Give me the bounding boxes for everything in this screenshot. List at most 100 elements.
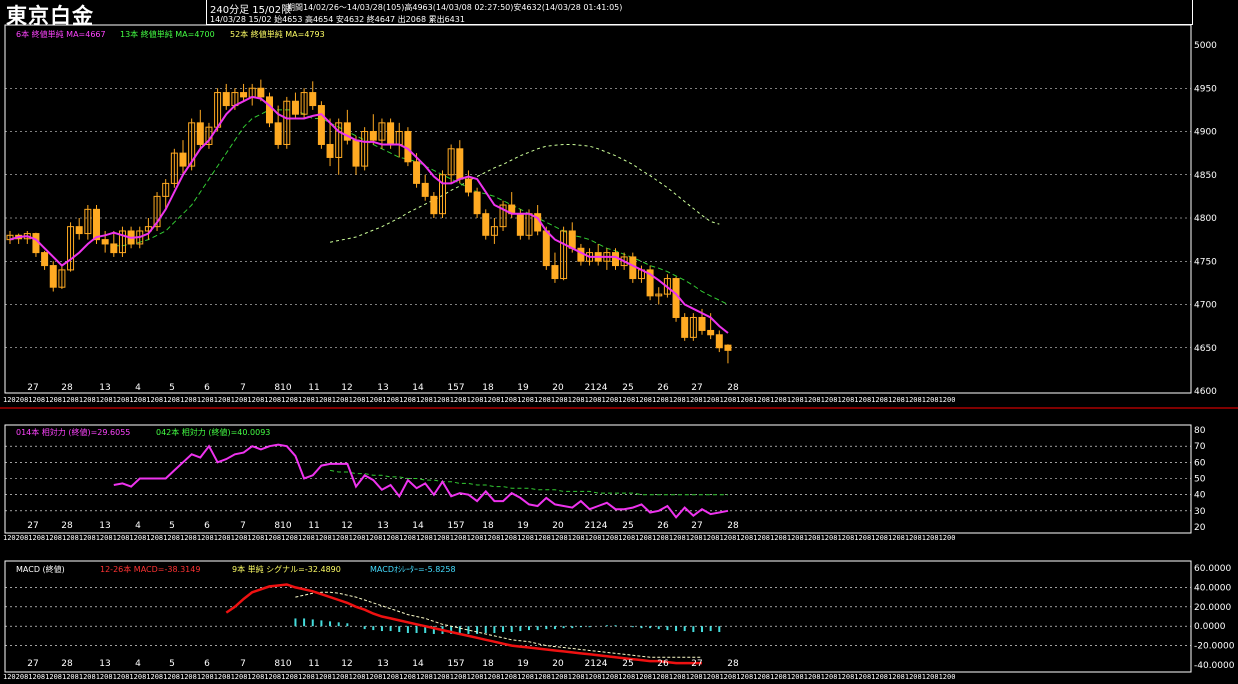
macd-tick-label: 0.0000	[1194, 622, 1226, 632]
macd-x-label: 28	[61, 659, 73, 669]
macd-x-label: 19	[517, 659, 529, 669]
macd-x-label: 12	[341, 659, 352, 669]
legend-ma6: 6本 終値単純 MA=4667	[16, 30, 106, 39]
candle-body-down	[715, 334, 723, 349]
price-tick-label: 4750	[1194, 257, 1217, 267]
candle-body-down	[482, 213, 490, 236]
candle-body-down	[240, 92, 248, 98]
candle-body-down	[369, 131, 377, 141]
macd-x-label: 7	[240, 659, 246, 669]
price-x-label: 4	[135, 383, 141, 393]
rsi-tick-label: 60	[1194, 458, 1206, 468]
ma13-line	[113, 109, 729, 305]
rsi-panel-frame	[4, 424, 1192, 534]
candle-body-down	[266, 96, 273, 124]
macd-x-label: 14	[412, 659, 424, 669]
candle-body-down	[317, 105, 325, 145]
candle-body-up	[490, 226, 498, 236]
rsi-tick-label: 40	[1194, 491, 1206, 501]
macd-x-label: 157	[447, 659, 464, 669]
candle-body-down	[516, 213, 524, 236]
candle-body-up	[188, 122, 196, 167]
candle-body-down	[724, 344, 732, 351]
candle-body-up	[335, 122, 343, 158]
candle-body-up	[499, 204, 507, 228]
candle-body-down	[421, 182, 429, 197]
candle-body-down	[456, 148, 464, 180]
macd-x-label: 18	[482, 659, 494, 669]
period-summary: 期間14/02/26～14/03/28(105)高4963(14/03/08 0…	[287, 3, 623, 12]
rsi-x-label: 5	[169, 521, 175, 531]
rsi-x-label: 13	[377, 521, 388, 531]
rsi-x-label: 11	[308, 521, 319, 531]
price-tick-label: 4900	[1194, 128, 1217, 138]
macd-tick-label: -20.0000	[1194, 642, 1235, 652]
candle-body-up	[67, 226, 75, 271]
rsi-tick-label: 30	[1194, 507, 1206, 517]
rsi-x-label: 28	[61, 521, 73, 531]
candle-body-down	[257, 87, 265, 98]
candle-body-down	[430, 195, 438, 215]
macd-x-label: 5	[169, 659, 175, 669]
legend-macd-title: MACD (終値)	[16, 565, 65, 574]
rsi-tick-label: 50	[1194, 475, 1206, 485]
candle-body-down	[274, 122, 282, 145]
candle-body-down	[49, 265, 57, 288]
macd-tick-label: 60.0000	[1194, 564, 1231, 574]
macd-x-label: 26	[657, 659, 669, 669]
macd-x-label: 6	[204, 659, 210, 669]
candle-body-up	[663, 278, 671, 295]
candle-body-up	[689, 316, 697, 338]
macd-x-label: 4	[135, 659, 141, 669]
price-tick-label: 4600	[1194, 387, 1217, 397]
price-panel-frame	[4, 24, 1192, 394]
macd-x-label: 28	[727, 659, 739, 669]
candle-body-down	[698, 316, 706, 331]
candle-body-up	[560, 230, 568, 280]
price-tick-label: 4700	[1194, 301, 1217, 311]
candle-body-down	[681, 316, 689, 338]
rsi-x-label: 19	[517, 521, 529, 531]
rsi-x-label: 6	[204, 521, 210, 531]
candle-body-down	[309, 92, 317, 107]
rsi-x-strip: 1202081208120812081208120812081208120812…	[3, 534, 955, 542]
candle-body-down	[41, 252, 49, 267]
candle-body-down	[93, 208, 100, 241]
price-tick-label: 4950	[1194, 84, 1217, 94]
rsi-x-label: 157	[447, 521, 464, 531]
rsi-x-label: 2124	[585, 521, 608, 531]
price-x-label: 25	[622, 383, 633, 393]
candle-body-up	[162, 182, 170, 197]
macd-tick-label: -40.0000	[1194, 661, 1235, 671]
rsi-x-label: 18	[482, 521, 494, 531]
candle-body-down	[551, 265, 559, 280]
price-tick-label: 4850	[1194, 171, 1217, 181]
price-x-label: 19	[517, 383, 529, 393]
macd-x-label: 25	[622, 659, 633, 669]
rsi-tick-label: 70	[1194, 442, 1206, 452]
candle-body-up	[118, 230, 126, 254]
candle-body-up	[300, 92, 308, 115]
candle-body-up	[84, 208, 92, 235]
rsi-x-label: 7	[240, 521, 246, 531]
macd-x-label: 13	[377, 659, 388, 669]
candle-body-down	[577, 247, 585, 262]
candle-body-down	[352, 139, 360, 167]
macd-x-label: 27	[691, 659, 702, 669]
rsi-x-label: 13	[99, 521, 110, 531]
candle-body-down	[179, 152, 187, 167]
price-tick-label: 4650	[1194, 344, 1217, 354]
price-x-label: 2124	[585, 383, 608, 393]
candle-body-up	[170, 152, 178, 184]
candle-body-up	[153, 195, 161, 228]
candle-body-down	[326, 143, 334, 158]
rsi-x-label: 810	[274, 521, 291, 531]
candle-body-down	[473, 191, 481, 215]
macd-x-label: 2124	[585, 659, 608, 669]
macd-x-label: 20	[552, 659, 564, 669]
rsi-x-label: 14	[412, 521, 424, 531]
price-x-label: 13	[99, 383, 110, 393]
candle-body-down	[568, 230, 576, 249]
last-bar-ohlc: 14/03/28 15/02 始4653 高4654 安4632 終4647 出…	[210, 15, 465, 24]
